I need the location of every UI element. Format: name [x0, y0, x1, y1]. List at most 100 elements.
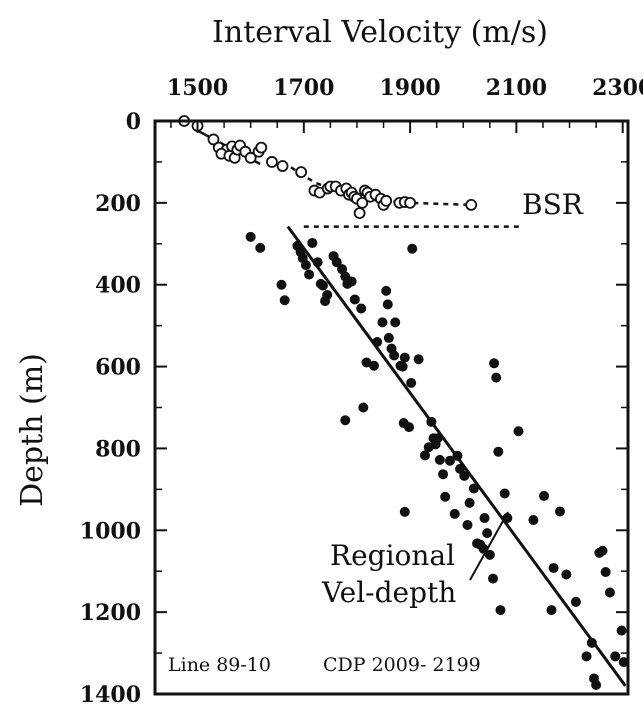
- filled-circle-point: [413, 354, 424, 365]
- filled-circle-point: [489, 358, 500, 369]
- x-tick-label: 2100: [486, 75, 547, 101]
- filled-circle-point: [600, 567, 611, 578]
- regional-label-line2: Vel-depth: [321, 576, 456, 609]
- filled-circle-point: [304, 269, 315, 280]
- filled-circle-point: [307, 237, 318, 248]
- filled-circle-point: [462, 519, 473, 530]
- filled-circle-point: [419, 450, 430, 461]
- filled-circle-point: [570, 596, 581, 607]
- filled-circle-point: [432, 433, 443, 444]
- filled-circle-point: [488, 573, 499, 584]
- filled-circle-point: [434, 454, 445, 465]
- filled-circle-point: [322, 289, 333, 300]
- filled-circle-point: [346, 276, 357, 287]
- filled-circle-point: [440, 491, 451, 502]
- filled-circle-point: [426, 416, 437, 427]
- filled-circle-point: [245, 231, 256, 242]
- filled-circle-point: [493, 446, 504, 457]
- filled-circle-point: [399, 352, 410, 363]
- open-circle-point: [276, 160, 289, 172]
- cdp-info: CDP 2009- 2199: [323, 654, 481, 676]
- filled-circle-point: [404, 422, 415, 433]
- filled-circle-point: [495, 605, 506, 616]
- filled-circle-point: [581, 651, 592, 662]
- filled-circle-point: [349, 294, 360, 305]
- y-tick-label: 200: [95, 191, 141, 217]
- filled-circle-point: [452, 450, 463, 461]
- filled-circle-point: [381, 285, 392, 296]
- filled-circle-point: [468, 483, 479, 494]
- open-circle-point: [266, 156, 278, 168]
- filled-circle-point: [331, 257, 342, 268]
- plot-frame: [153, 119, 630, 696]
- filled-circle-point: [377, 317, 388, 328]
- filled-circle-point: [616, 625, 627, 636]
- filled-circle-point: [368, 360, 379, 371]
- open-circle-point: [353, 207, 366, 219]
- filled-circle-point: [548, 562, 559, 573]
- filled-circle-point: [444, 455, 455, 466]
- filled-circle-point: [459, 470, 470, 481]
- filled-circle-point: [449, 508, 460, 519]
- open-circle-point: [244, 151, 257, 164]
- filled-circle-point: [356, 303, 367, 314]
- filled-circle-point: [317, 280, 328, 291]
- filled-circle-point: [479, 513, 490, 524]
- regional-pointer: [469, 511, 509, 581]
- filled-circle-point: [491, 372, 502, 383]
- filled-circle-point: [382, 299, 393, 310]
- filled-circle-point: [586, 637, 597, 648]
- chart-title: Interval Velocity (m/s): [212, 15, 548, 50]
- y-tick-label: 400: [95, 273, 141, 299]
- filled-circle-point: [255, 242, 266, 253]
- filled-circle-point: [482, 528, 493, 539]
- y-axis-label: Depth (m): [15, 353, 50, 507]
- y-tick-label: 1000: [80, 518, 141, 544]
- x-tick-label: 1500: [167, 75, 228, 101]
- bsr-label: BSR: [522, 188, 584, 221]
- y-tick-label: 800: [95, 436, 141, 462]
- filled-circle-point: [591, 679, 602, 690]
- filled-circle-point: [300, 260, 311, 271]
- filled-circle-point: [528, 515, 539, 526]
- filled-circle-point: [372, 337, 383, 348]
- y-tick-label: 600: [95, 355, 141, 381]
- open-circle-point: [465, 199, 478, 211]
- filled-circle-point: [399, 506, 410, 517]
- filled-circle-point: [279, 295, 290, 306]
- filled-circle-point: [597, 545, 608, 556]
- filled-circle-point: [397, 361, 408, 372]
- filled-circle-point: [604, 587, 615, 598]
- filled-circle-point: [312, 257, 323, 268]
- x-tick-label: 1700: [273, 75, 334, 101]
- filled-circle-point: [546, 605, 557, 616]
- filled-circle-point: [513, 426, 524, 437]
- filled-circle-point: [499, 488, 510, 499]
- y-tick-label: 0: [126, 109, 141, 135]
- y-tick-label: 1400: [80, 682, 141, 706]
- filled-circle-point: [464, 497, 475, 508]
- filled-circle-point: [561, 569, 572, 580]
- filled-circle-point: [276, 279, 287, 290]
- open-circle-point: [255, 141, 268, 154]
- filled-circle-point: [554, 506, 565, 517]
- filled-circle-point: [389, 350, 400, 361]
- y-tick-label: 1200: [80, 600, 141, 626]
- filled-circle-point: [407, 243, 418, 254]
- filled-circle-point: [438, 469, 449, 480]
- open-circle-point: [404, 196, 417, 209]
- x-tick-label: 1900: [379, 75, 440, 101]
- filled-circle-point: [358, 402, 369, 413]
- open-circle-point: [380, 194, 393, 207]
- filled-circle-point: [340, 415, 351, 426]
- filled-circle-point: [383, 332, 394, 343]
- filled-circle-point: [406, 377, 417, 388]
- open-circle-point: [207, 133, 220, 146]
- filled-circle-point: [610, 651, 621, 662]
- open-circle-point: [295, 166, 308, 179]
- line-info: Line 89-10: [168, 654, 271, 676]
- filled-circle-point: [539, 490, 550, 501]
